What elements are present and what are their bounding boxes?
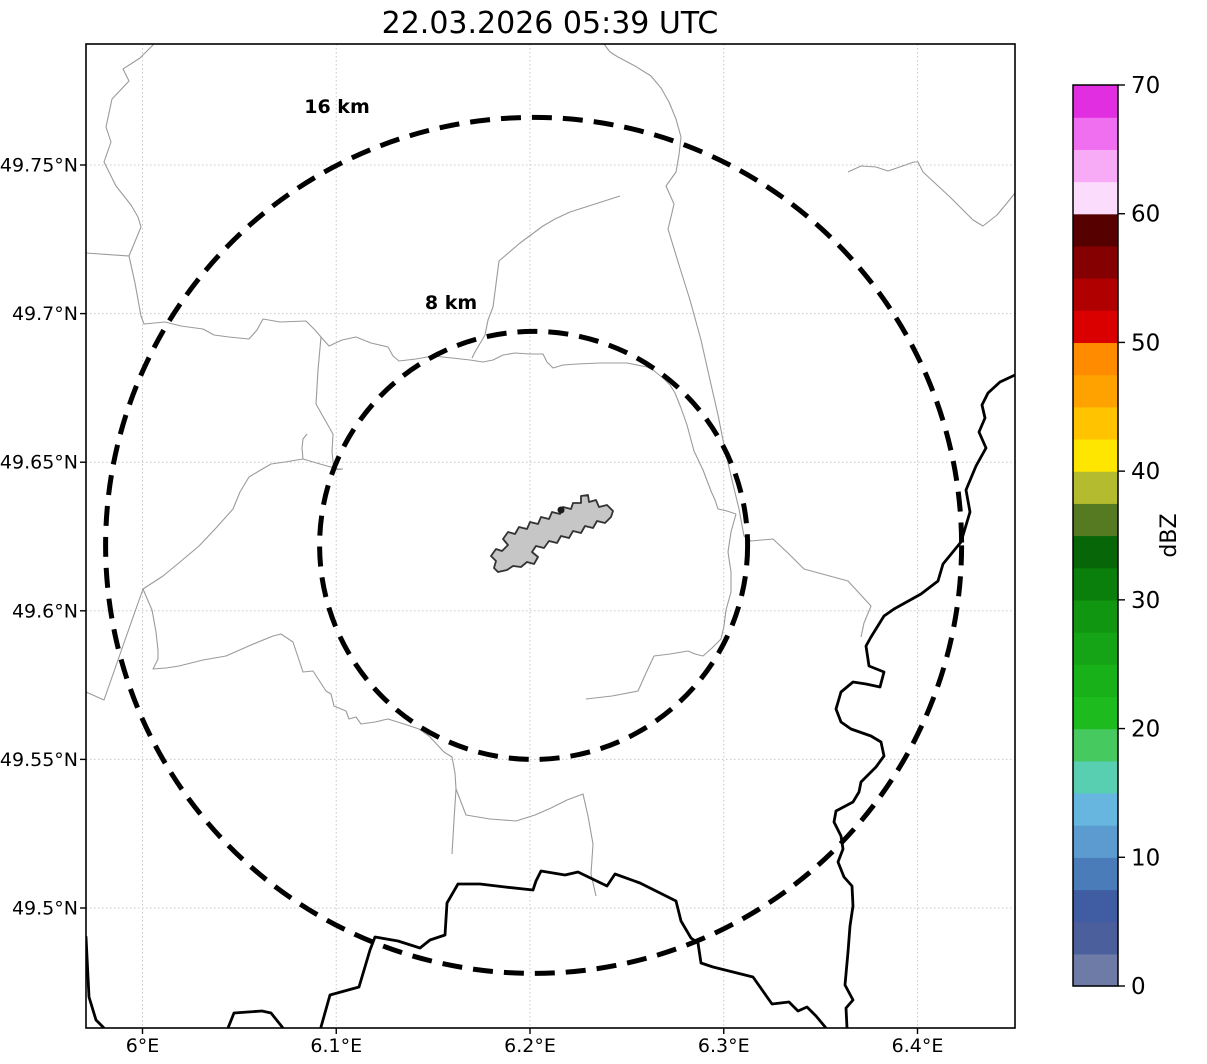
y-tick-label: 49.6°N [12,600,78,622]
boundary-line [142,458,304,590]
colorbar-segment [1073,857,1118,891]
colorbar-segment [1073,599,1118,633]
x-tick-label: 6.4°E [892,1035,944,1057]
map-area [86,44,1015,1028]
country-border-and-river-lines [86,373,1015,1028]
colorbar: 0 10 20 30 40 50 60 70 dBZ [1072,73,1182,1000]
boundary-line [128,255,142,317]
colorbar-segment [1073,374,1118,408]
colorbar-segment [1073,149,1118,183]
colorbar-tick-label: 70 [1131,73,1160,99]
y-tick-label: 49.7°N [12,303,78,325]
colorbar-tick-label: 30 [1131,588,1160,614]
y-tick-label: 49.75°N [0,155,78,177]
river-border-moselle [832,373,1015,1028]
country-border-south-west [86,935,106,1028]
colorbar-segment [1073,535,1118,569]
range-ring-8km [317,328,751,762]
colorbar-segment [1073,85,1118,118]
country-border-south [319,869,828,1028]
colorbar-segment [1073,921,1118,955]
colorbar-segment [1073,278,1118,311]
y-tick-label: 49.5°N [12,898,78,920]
boundary-line [471,195,621,359]
colorbar-segment [1073,728,1118,762]
boundary-line [103,44,155,257]
colorbar-tick-label: 10 [1131,845,1160,871]
colorbar-segment [1073,825,1118,858]
boundary-line [603,44,872,638]
colorbar-segment [1073,889,1118,923]
y-tick-label: 49.55°N [0,749,78,771]
colorbar-segment [1073,310,1118,344]
boundary-line [455,788,597,897]
colorbar-segment [1073,438,1118,472]
boundary-line [142,588,457,855]
colorbar-segment [1073,567,1118,601]
colorbar-segment [1073,953,1118,987]
country-border-south-bump [226,1009,285,1028]
boundary-line [585,513,737,700]
colorbar-tick-label: 20 [1131,717,1160,743]
x-tick-label: 6°E [126,1035,160,1057]
colorbar-segment [1073,632,1118,665]
plot-border [85,43,1016,1029]
colorbar-segment [1073,117,1118,150]
colorbar-segment [1073,792,1118,826]
colorbar-tick-label: 60 [1131,202,1160,228]
colorbar-tick-label: 50 [1131,330,1160,356]
range-ring-label: 8 km [425,292,477,314]
radar-site-marker [557,506,565,514]
y-axis-ticks: 49.75°N 49.7°N 49.65°N 49.6°N 49.55°N 49.5°N [0,155,86,920]
range-ring-label: 16 km [304,96,370,118]
boundary-line [847,161,1015,227]
range-ring-labels: 8 km 16 km [304,96,477,314]
boundary-line [320,336,737,515]
colorbar-axis-label: dBZ [1157,513,1182,557]
colorbar-segment [1073,760,1118,794]
colorbar-outline [1072,84,1119,987]
x-tick-label: 6.2°E [504,1035,556,1057]
x-tick-label: 6.3°E [698,1035,750,1057]
colorbar-segment [1073,503,1118,537]
y-tick-label: 49.65°N [0,452,78,474]
x-axis-ticks: 6°E 6.1°E 6.2°E 6.3°E 6.4°E [126,1028,944,1057]
boundary-line [86,588,144,701]
airport-area-polygon [490,494,614,573]
range-rings [103,114,965,976]
colorbar-segment [1073,664,1118,697]
colorbar-segment [1073,342,1118,376]
colorbar-tick-label: 40 [1131,459,1160,485]
plot-title: 22.03.2026 05:39 UTC [382,6,719,41]
colorbar-segment [1073,213,1118,247]
x-tick-label: 6.1°E [310,1035,362,1057]
colorbar-segment [1073,696,1118,730]
boundary-line [86,252,130,257]
colorbar-segment [1073,406,1118,440]
colorbar-segment [1073,471,1118,504]
colorbar-segment [1073,181,1118,215]
colorbar-tick-label: 0 [1131,974,1146,1000]
colorbar-segment [1073,245,1118,279]
boundary-line [140,315,322,340]
range-ring-16km [103,114,965,976]
